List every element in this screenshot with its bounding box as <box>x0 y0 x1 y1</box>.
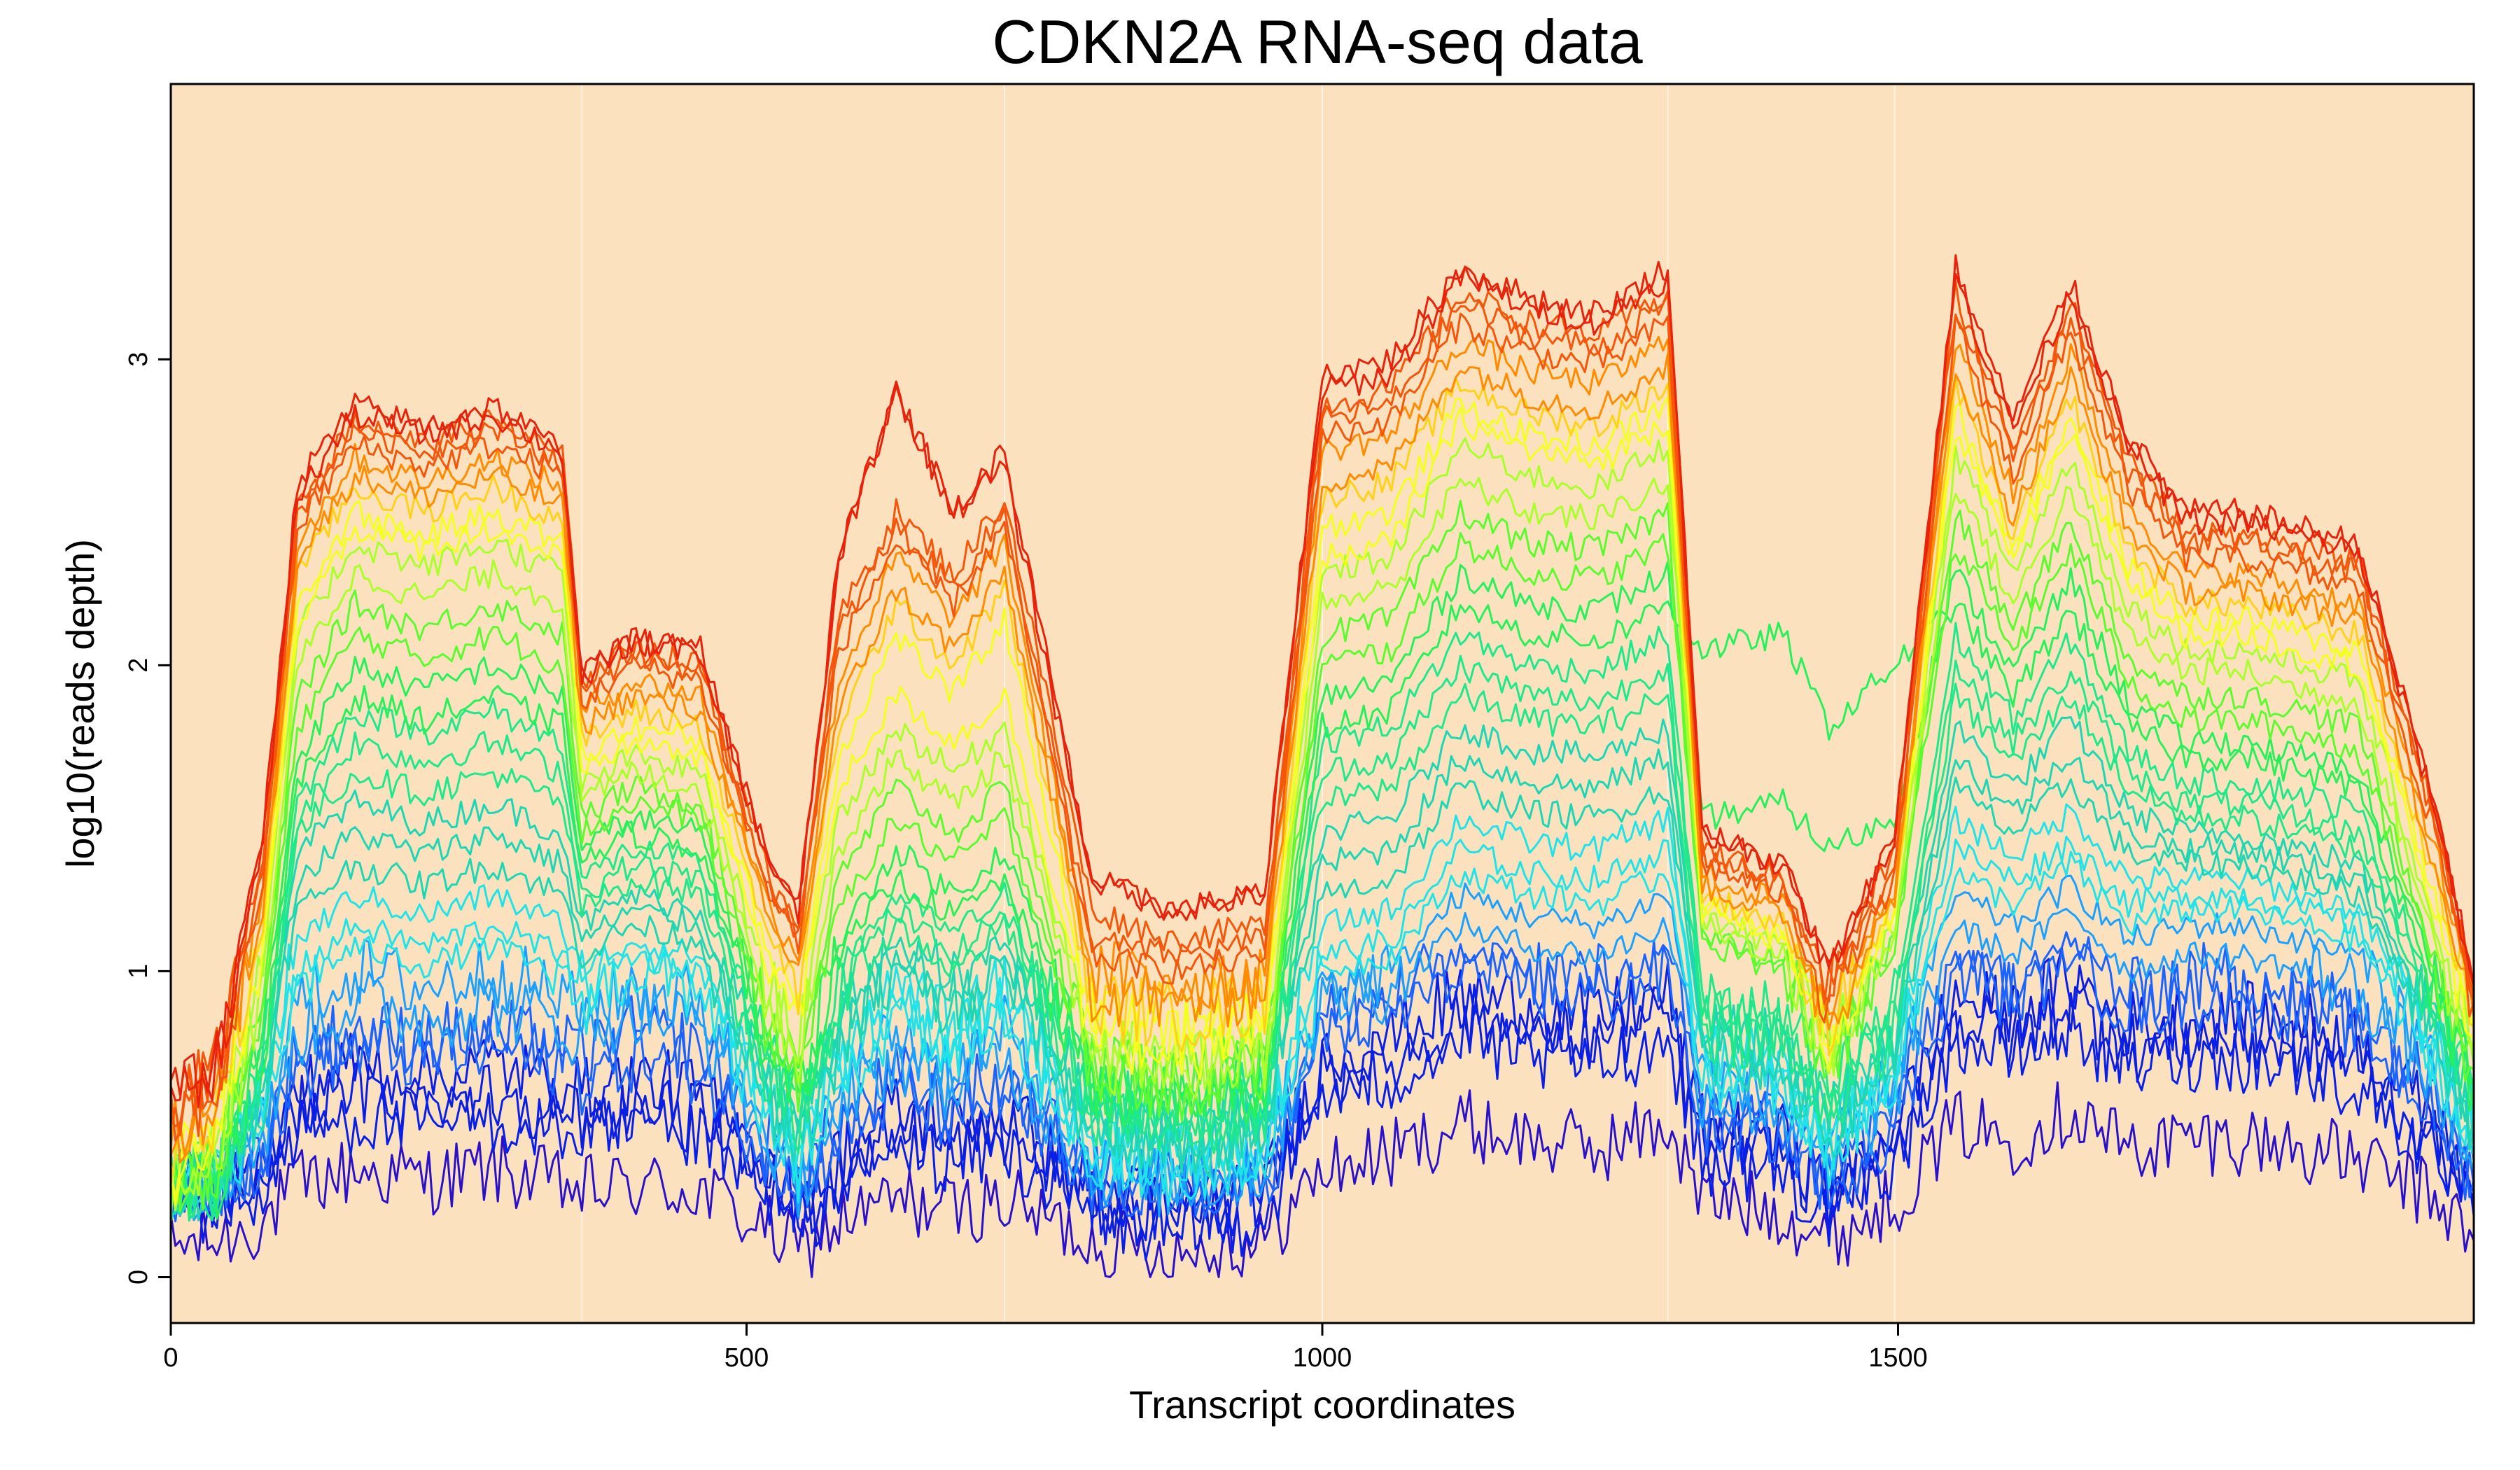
series-line <box>169 835 2475 1219</box>
series-line <box>169 992 2475 1261</box>
y-tick-label: 1 <box>124 964 153 979</box>
series-line <box>169 265 2475 1109</box>
x-tick-label: 1000 <box>1293 1343 1352 1373</box>
x-tick-label: 1500 <box>1868 1343 1928 1373</box>
series-line <box>169 622 2475 1219</box>
series-line <box>169 407 2474 1207</box>
series-line <box>169 335 2475 1156</box>
series-line <box>170 499 2475 1213</box>
series-line <box>169 1081 2475 1278</box>
series-line <box>169 936 2475 1222</box>
chart-title: CDKN2A RNA-seq data <box>992 7 1642 76</box>
series-line <box>169 437 2475 1212</box>
series-line <box>169 531 2474 1211</box>
data-series <box>169 254 2475 1278</box>
series-line <box>169 312 2475 1142</box>
y-tick-label: 2 <box>124 658 153 673</box>
series-line <box>169 776 2475 1222</box>
series-line <box>169 293 2475 1137</box>
x-tick-label: 500 <box>724 1343 769 1373</box>
series-line <box>169 748 2475 1220</box>
series-line <box>169 396 2475 1198</box>
series-line <box>169 561 2475 1219</box>
series-line <box>169 682 2475 1222</box>
y-tick-label: 3 <box>124 352 153 367</box>
series-line <box>169 477 2475 1219</box>
series-line <box>169 254 2475 1096</box>
series-line <box>169 850 2475 1211</box>
y-axis-label: log10(reads depth) <box>58 539 102 868</box>
series-line <box>169 803 2475 1212</box>
y-axis: 0 1 2 3 <box>124 352 172 1284</box>
series-line <box>169 654 2475 1222</box>
x-axis: 0 500 1000 1500 <box>163 1322 1928 1373</box>
series-line <box>169 716 2475 1214</box>
series-line <box>169 874 2475 1219</box>
series-line <box>169 947 2475 1233</box>
series-line <box>169 600 2475 1220</box>
x-axis-label: Transcript coordinates <box>1129 1382 1516 1427</box>
x-tick-label: 0 <box>163 1343 178 1373</box>
series-line <box>169 983 2475 1247</box>
series-line <box>169 353 2475 1164</box>
series-line <box>170 907 2475 1222</box>
y-tick-label: 0 <box>124 1270 153 1284</box>
